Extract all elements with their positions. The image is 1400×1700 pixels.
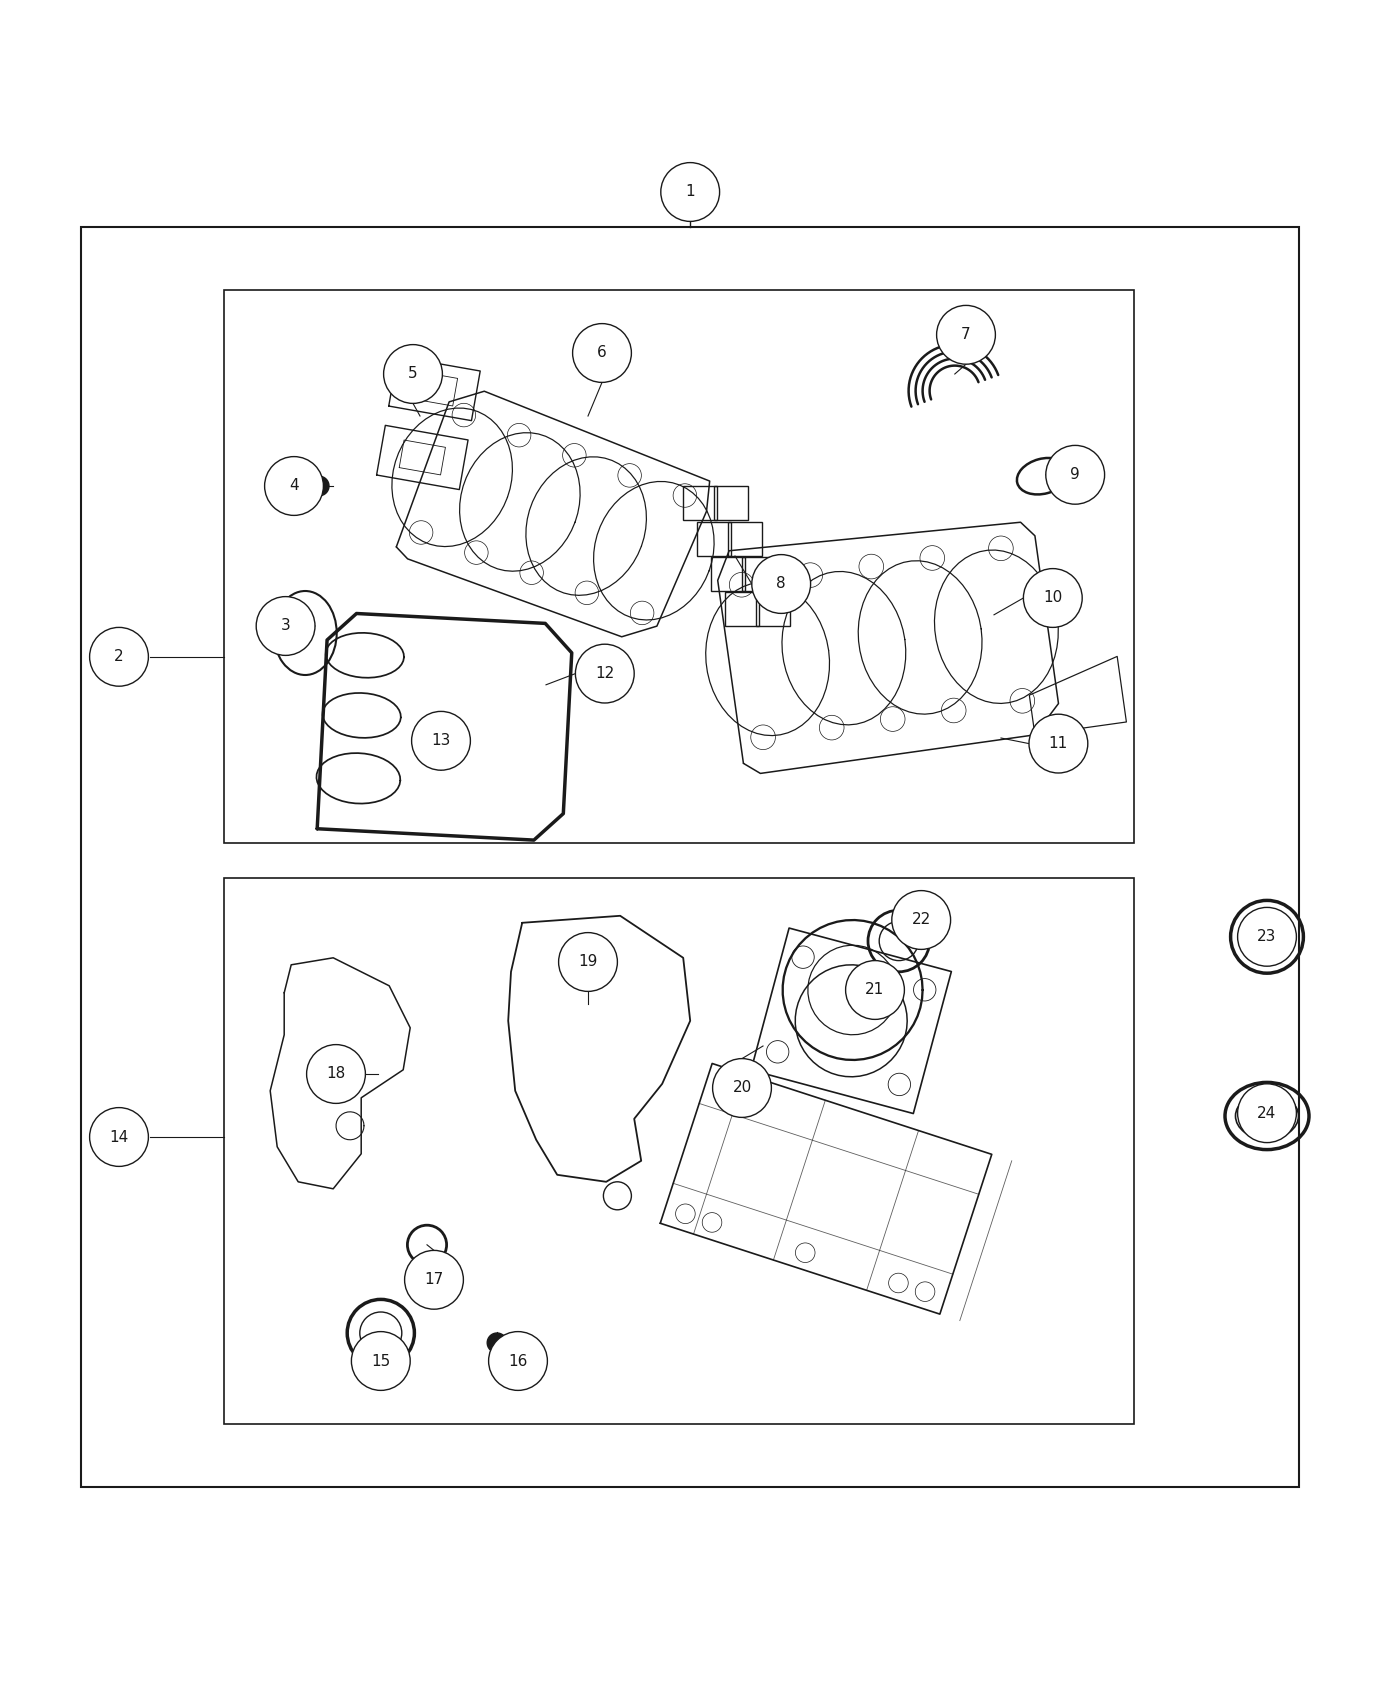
Circle shape: [1046, 445, 1105, 505]
Circle shape: [307, 1044, 365, 1103]
Circle shape: [1238, 908, 1296, 966]
Text: 23: 23: [1257, 930, 1277, 944]
Text: 22: 22: [911, 913, 931, 928]
Bar: [728, 522, 762, 556]
Circle shape: [1238, 1085, 1296, 1142]
Circle shape: [559, 933, 617, 991]
Text: 3: 3: [281, 619, 290, 634]
Text: 10: 10: [1043, 590, 1063, 605]
Circle shape: [384, 345, 442, 403]
Text: 2: 2: [115, 649, 123, 665]
Text: 9: 9: [1071, 468, 1079, 483]
Circle shape: [1023, 568, 1082, 627]
Circle shape: [575, 644, 634, 704]
Text: 4: 4: [290, 478, 298, 493]
Bar: [742, 558, 776, 592]
Circle shape: [412, 711, 470, 770]
Circle shape: [573, 323, 631, 382]
Circle shape: [90, 627, 148, 687]
Text: 5: 5: [409, 367, 417, 381]
Text: 7: 7: [962, 328, 970, 342]
Text: 18: 18: [326, 1066, 346, 1081]
Text: 6: 6: [598, 345, 606, 360]
Bar: [683, 486, 717, 520]
Text: 14: 14: [109, 1129, 129, 1144]
Text: 16: 16: [508, 1353, 528, 1368]
Text: 19: 19: [578, 954, 598, 969]
Circle shape: [489, 1331, 547, 1391]
Text: 24: 24: [1257, 1105, 1277, 1120]
Bar: [697, 522, 731, 556]
Circle shape: [351, 1331, 410, 1391]
Text: 12: 12: [595, 666, 615, 682]
Bar: [756, 592, 790, 626]
Circle shape: [309, 476, 329, 496]
Circle shape: [937, 306, 995, 364]
Circle shape: [405, 1251, 463, 1309]
Bar: [224, 291, 1134, 843]
Text: 11: 11: [1049, 736, 1068, 751]
Circle shape: [487, 1333, 507, 1353]
Circle shape: [661, 163, 720, 221]
Circle shape: [892, 891, 951, 949]
Circle shape: [90, 1108, 148, 1166]
Circle shape: [256, 597, 315, 656]
Bar: [81, 228, 1299, 1488]
Circle shape: [752, 554, 811, 614]
Bar: [714, 486, 748, 520]
Circle shape: [713, 1059, 771, 1117]
Text: 13: 13: [431, 733, 451, 748]
Circle shape: [846, 960, 904, 1020]
Text: 1: 1: [686, 185, 694, 199]
Bar: [711, 558, 745, 592]
Text: 15: 15: [371, 1353, 391, 1368]
Text: 20: 20: [732, 1081, 752, 1095]
Text: 8: 8: [777, 576, 785, 592]
Text: 17: 17: [424, 1272, 444, 1287]
Circle shape: [1029, 714, 1088, 774]
Text: 21: 21: [865, 983, 885, 998]
Bar: [224, 877, 1134, 1425]
Bar: [725, 592, 759, 626]
Circle shape: [265, 457, 323, 515]
